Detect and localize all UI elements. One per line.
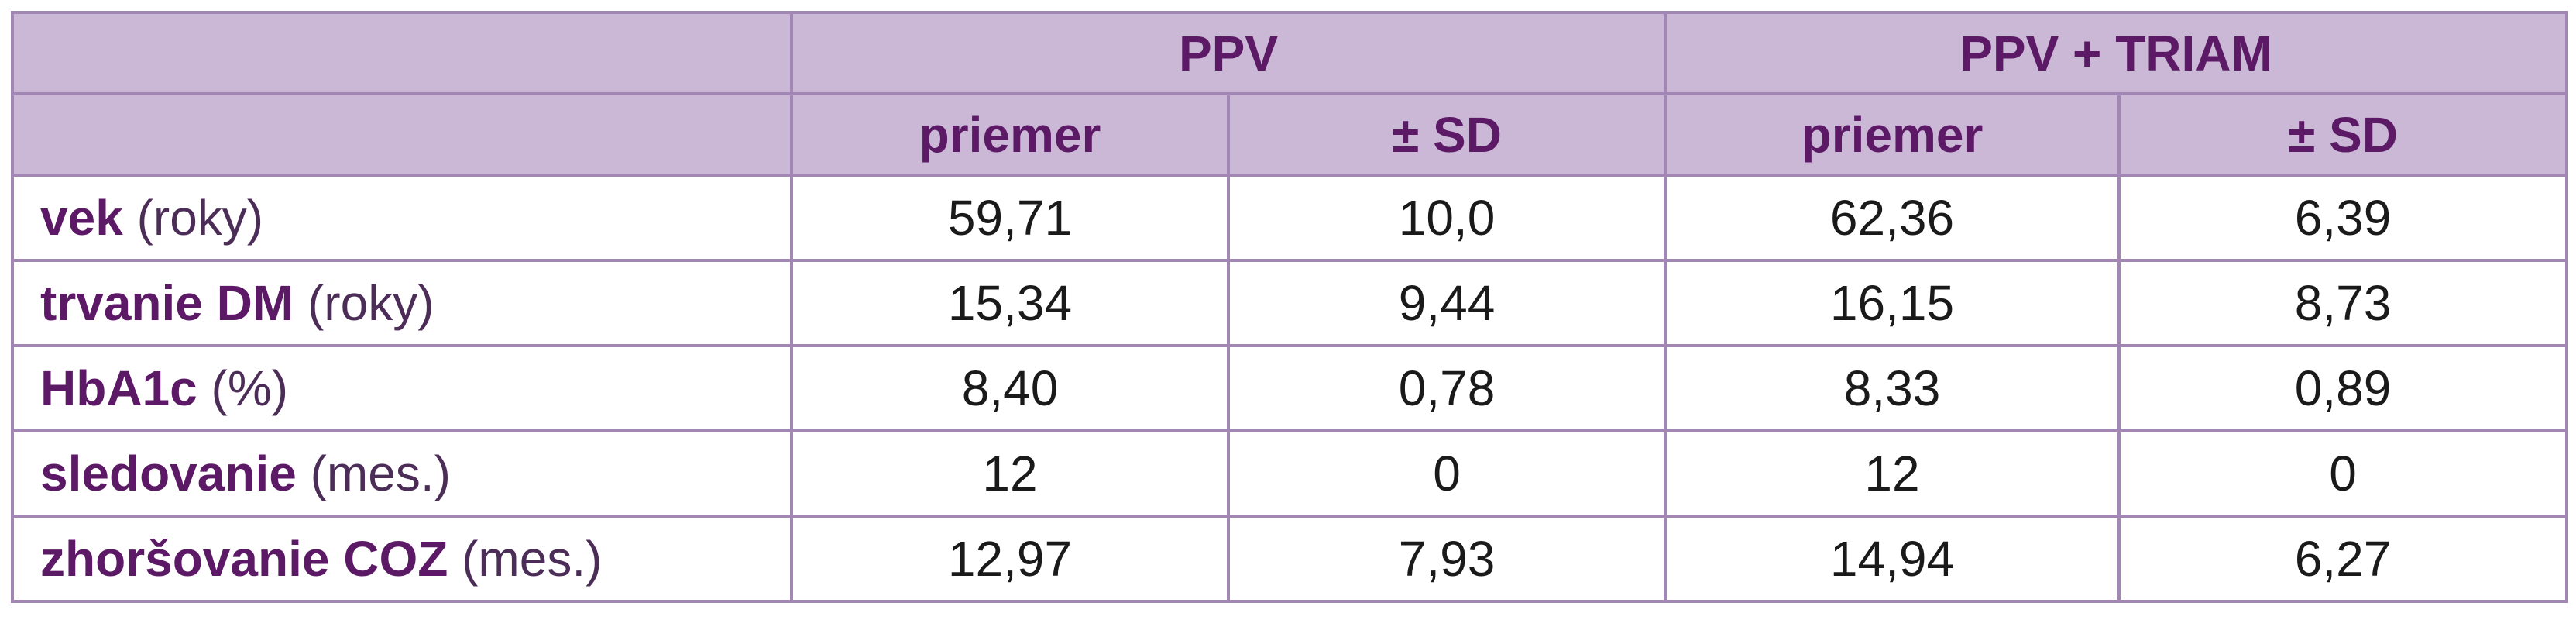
- row-label: sledovanie: [40, 446, 297, 501]
- value-cell: 0: [2117, 429, 2568, 518]
- value-cell: 12: [790, 429, 1230, 518]
- row-label: vek: [40, 190, 123, 246]
- column-header: priemer: [1664, 92, 2121, 177]
- subheader-row: priemer ± SD priemer ± SD: [11, 92, 2568, 177]
- value-cell: 10,0: [1227, 174, 1667, 262]
- value-cell: 59,71: [790, 174, 1230, 262]
- data-row: sledovanie (mes.) 12 0 12 0: [11, 429, 2568, 518]
- value-cell: 8,73: [2117, 259, 2568, 347]
- data-table: PPV PPV + TRIAM priemer ± SD priemer ± SD ve…: [11, 11, 2568, 603]
- value-cell: 7,93: [1227, 515, 1667, 603]
- group-row: PPV PPV + TRIAM: [11, 11, 2568, 95]
- value-cell: 12: [1664, 429, 2121, 518]
- value-cell: 6,27: [2117, 515, 2568, 603]
- value-cell: 9,44: [1227, 259, 1667, 347]
- value-cell: 8,40: [790, 344, 1230, 432]
- corner-cell: [11, 11, 793, 95]
- value-cell: 62,36: [1664, 174, 2121, 262]
- row-label: zhoršovanie COZ: [40, 531, 448, 587]
- row-unit: (roky): [136, 190, 264, 246]
- table-head: PPV PPV + TRIAM priemer ± SD priemer ± SD: [11, 11, 2568, 177]
- value-cell: 8,33: [1664, 344, 2121, 432]
- row-unit: (mes.): [462, 531, 603, 587]
- value-cell: 15,34: [790, 259, 1230, 347]
- row-label: trvanie DM: [40, 275, 294, 331]
- value-cell: 6,39: [2117, 174, 2568, 262]
- row-unit: (roky): [307, 275, 434, 331]
- data-row: HbA1c (%) 8,40 0,78 8,33 0,89: [11, 344, 2568, 432]
- row-label-cell: zhoršovanie COZ (mes.): [11, 515, 793, 603]
- group-header: PPV: [790, 11, 1667, 95]
- corner-cell: [11, 92, 793, 177]
- row-label-cell: vek (roky): [11, 174, 793, 262]
- row-label-cell: sledovanie (mes.): [11, 429, 793, 518]
- value-cell: 0: [1227, 429, 1667, 518]
- value-cell: 0,78: [1227, 344, 1667, 432]
- group-header: PPV + TRIAM: [1664, 11, 2568, 95]
- value-cell: 16,15: [1664, 259, 2121, 347]
- column-header: priemer: [790, 92, 1230, 177]
- row-label: HbA1c: [40, 360, 197, 416]
- row-unit: (mes.): [310, 446, 451, 501]
- value-cell: 14,94: [1664, 515, 2121, 603]
- row-label-cell: trvanie DM (roky): [11, 259, 793, 347]
- value-cell: 12,97: [790, 515, 1230, 603]
- row-unit: (%): [211, 360, 289, 416]
- value-cell: 0,89: [2117, 344, 2568, 432]
- column-header: ± SD: [1227, 92, 1667, 177]
- row-label-cell: HbA1c (%): [11, 344, 793, 432]
- column-header: ± SD: [2117, 92, 2568, 177]
- table-body: vek (roky) 59,71 10,0 62,36 6,39 trvanie DM (…: [11, 174, 2568, 603]
- data-row: zhoršovanie COZ (mes.) 12,97 7,93 14,94 6,27: [11, 515, 2568, 603]
- data-row: trvanie DM (roky) 15,34 9,44 16,15 8,73: [11, 259, 2568, 347]
- data-row: vek (roky) 59,71 10,0 62,36 6,39: [11, 174, 2568, 262]
